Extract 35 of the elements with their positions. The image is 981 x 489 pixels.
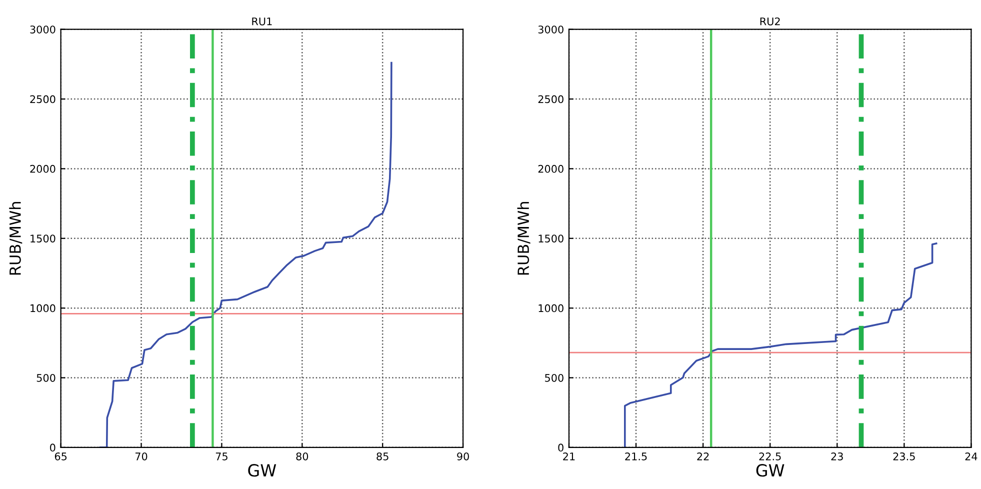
chart-title: RU1 [252,18,272,26]
y-tick-label: 0 [50,444,56,452]
line-series [624,242,938,448]
x-tick-label: 22 [697,452,709,460]
y-tick-label: 1000 [538,304,564,312]
y-tick-label: 1500 [30,234,56,242]
x-tick-label: 70 [135,452,148,460]
y-tick-label: 1000 [30,304,56,312]
x-axis-title: GW [756,464,784,477]
y-tick-label: 3000 [30,26,56,34]
x-tick-label: 23 [831,452,843,460]
x-tick-label: 22.5 [759,452,781,460]
x-tick-label: 65 [54,452,67,460]
chart-title: RU2 [760,17,780,26]
y-tick-label: 1500 [538,234,564,242]
x-axis-title: GW [248,464,276,477]
y-axis-title: RUB/MWh [517,202,530,275]
y-tick-label: 2000 [538,164,564,173]
y-tick-label: 0 [558,444,564,452]
y-tick-label: 500 [36,374,56,382]
x-tick-label: 90 [457,452,469,460]
x-tick-label: 21 [563,452,575,460]
y-axis-title: RUB/MWh [9,202,22,275]
x-tick-label: 21.5 [625,452,647,460]
x-tick-label: 85 [376,452,388,460]
x-tick-label: 24 [965,452,978,460]
y-tick-label: 500 [545,374,564,382]
x-tick-label: 80 [296,452,308,460]
y-tick-label: 2000 [30,164,56,173]
y-tick-label: 2500 [30,95,56,104]
line-series [99,62,392,448]
x-tick-label: 23.5 [893,452,915,460]
y-tick-label: 2500 [538,95,564,104]
y-tick-label: 3000 [538,26,564,34]
x-tick-label: 75 [216,452,228,460]
